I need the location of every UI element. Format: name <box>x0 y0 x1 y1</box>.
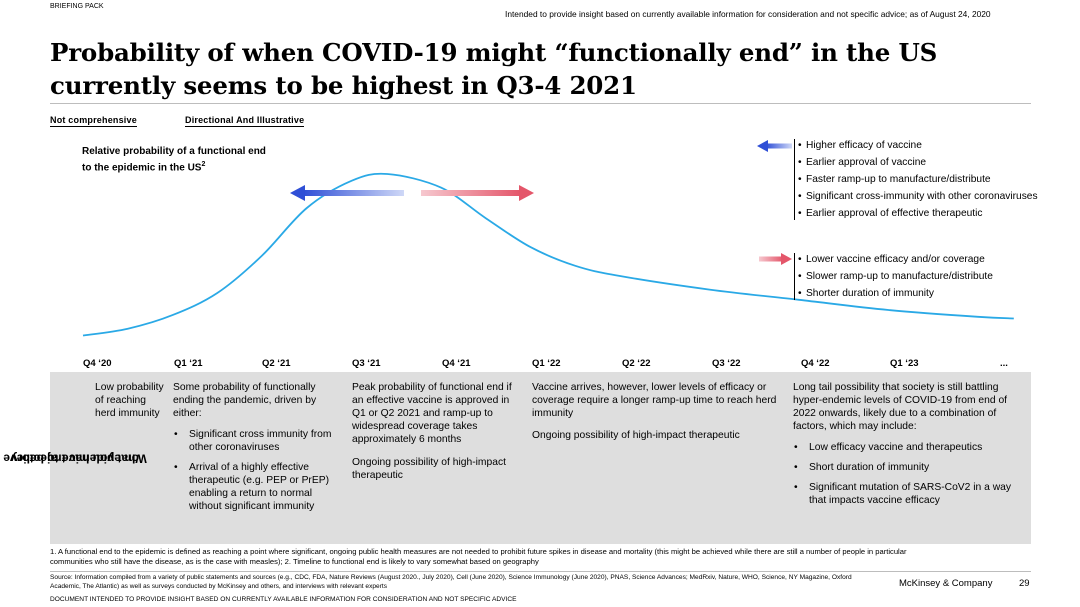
x-tick-label: Q2 ‘22 <box>622 358 651 369</box>
footnote: 1. A functional end to the epidemic is d… <box>50 547 907 566</box>
beliefs-band <box>50 372 1031 544</box>
legend-later-arrow <box>759 253 792 265</box>
x-tick-label: Q3 ‘21 <box>352 358 381 369</box>
tag-directional: Directional And Illustrative <box>185 115 305 127</box>
belief-text: Ongoing possibility of high-impact thera… <box>532 430 740 441</box>
x-tick-label: Q1 ‘21 <box>174 358 203 369</box>
belief-bullet: Arrival of a highly effective therapeuti… <box>173 461 341 513</box>
legend-later-item: Slower ramp-up to manufacture/distribute <box>798 270 1039 283</box>
probability-chart <box>82 140 1014 337</box>
belief-text: Vaccine arrives, however, lower levels o… <box>532 382 777 419</box>
x-tick-label: Q1 ‘23 <box>890 358 919 369</box>
belief-q3-q4-21: Peak probability of functional end if an… <box>352 381 524 488</box>
legend-earlier-item: Earlier approval of effective therapeuti… <box>798 207 1039 220</box>
belief-bullet: Significant cross immunity from other co… <box>173 428 341 454</box>
bottom-disclaimer: DOCUMENT INTENDED TO PROVIDE INSIGHT BAS… <box>50 596 517 603</box>
belief-bullet: Significant mutation of SARS-CoV2 in a w… <box>793 481 1023 507</box>
chart-ylabel-line1: Relative probability of a functional end <box>82 146 266 157</box>
earlier-arrow <box>290 185 404 201</box>
legend-earlier: Higher efficacy of vaccine Earlier appro… <box>794 139 1039 220</box>
belief-bullet: Short duration of immunity <box>793 461 1023 474</box>
footer-rule <box>50 571 1031 572</box>
chart-ylabel: Relative probability of a functional end… <box>82 146 266 174</box>
brand-name: McKinsey & Company <box>899 578 993 589</box>
legend-later-item: Shorter duration of immunity <box>798 287 1039 300</box>
legend-earlier-item: Higher efficacy of vaccine <box>798 139 1039 152</box>
x-tick-label: ... <box>1000 358 1008 369</box>
legend-later-item: Lower vaccine efficacy and/or coverage <box>798 253 1039 266</box>
legend-earlier-item: Faster ramp-up to manufacture/distribute <box>798 173 1039 186</box>
x-tick-label: Q3 ‘22 <box>712 358 741 369</box>
belief-bullet: Low efficacy vaccine and therapeutics <box>793 441 1023 454</box>
legend-later: Lower vaccine efficacy and/or coverage S… <box>794 253 1039 300</box>
source-note: Source: Information compiled from a vari… <box>50 574 852 590</box>
x-tick-label: Q4 ‘20 <box>83 358 112 369</box>
belief-text: Ongoing possibility of high-impact thera… <box>352 457 506 481</box>
later-arrow <box>421 185 534 201</box>
belief-q4-20: Low probability of reaching herd immunit… <box>95 381 165 426</box>
x-tick-label: Q2 ‘21 <box>262 358 291 369</box>
legend-earlier-arrow <box>757 140 792 152</box>
belief-q4-22-onward: Long tail possibility that society is st… <box>793 381 1023 514</box>
page-number: 29 <box>1019 578 1030 589</box>
title-rule <box>50 103 1031 104</box>
legend-earlier-item: Earlier approval of vaccine <box>798 156 1039 169</box>
legend-earlier-item: Significant cross-immunity with other co… <box>798 190 1039 203</box>
x-tick-label: Q4 ‘22 <box>801 358 830 369</box>
briefing-pack-label: BRIEFING PACK <box>50 3 104 10</box>
page-title: Probability of when COVID-19 might “func… <box>50 38 938 100</box>
belief-intro: Some probability of functionally ending … <box>173 382 317 419</box>
header-disclaimer: Intended to provide insight based on cur… <box>505 9 991 19</box>
belief-q1-q2-21: Some probability of functionally ending … <box>173 381 341 520</box>
beliefs-vertical-label: What you have to believe on epidemic traj… <box>3 451 147 466</box>
belief-intro: Long tail possibility that society is st… <box>793 382 1008 432</box>
tag-not-comprehensive: Not comprehensive <box>50 115 137 127</box>
belief-text: Peak probability of functional end if an… <box>352 382 512 445</box>
x-tick-label: Q4 ‘21 <box>442 358 471 369</box>
belief-2022: Vaccine arrives, however, lower levels o… <box>532 381 790 448</box>
belief-text: Low probability of reaching herd immunit… <box>95 382 164 419</box>
chart-ylabel-line2: to the epidemic in the US2 <box>82 160 206 173</box>
x-tick-label: Q1 ‘22 <box>532 358 561 369</box>
probability-curve <box>82 172 1014 337</box>
